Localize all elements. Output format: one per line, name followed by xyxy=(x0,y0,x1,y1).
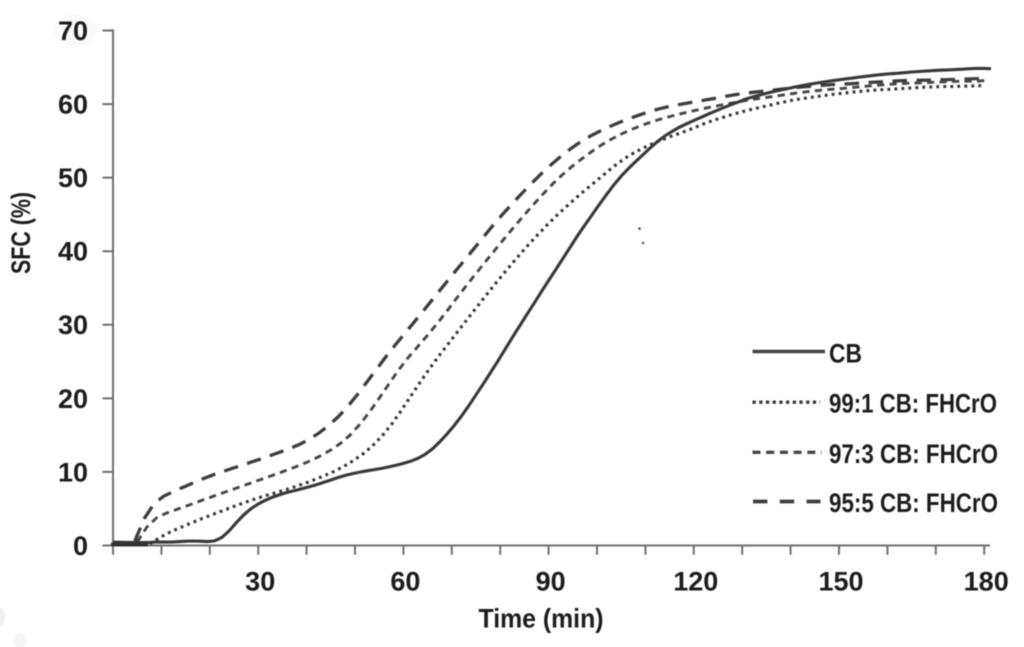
svg-text:30: 30 xyxy=(58,310,88,340)
svg-text:Time (min): Time (min) xyxy=(479,604,604,634)
svg-text:70: 70 xyxy=(58,16,88,46)
svg-text:40: 40 xyxy=(58,237,88,267)
svg-text:10: 10 xyxy=(58,457,88,487)
svg-text:CB: CB xyxy=(829,338,862,368)
svg-text:30: 30 xyxy=(245,567,275,597)
svg-text:60: 60 xyxy=(58,90,88,120)
svg-text:20: 20 xyxy=(58,384,88,414)
svg-text:150: 150 xyxy=(818,567,863,597)
svg-text:120: 120 xyxy=(673,567,718,597)
svg-text:99:1 CB: FHCrO: 99:1 CB: FHCrO xyxy=(829,389,997,419)
svg-text:95:5 CB: FHCrO: 95:5 CB: FHCrO xyxy=(829,488,998,518)
svg-text:90: 90 xyxy=(536,567,566,597)
svg-text:0: 0 xyxy=(73,531,88,561)
svg-text:97:3 CB: FHCrO: 97:3 CB: FHCrO xyxy=(829,439,998,469)
svg-text:180: 180 xyxy=(964,567,1009,597)
svg-text:50: 50 xyxy=(58,163,88,193)
svg-text:60: 60 xyxy=(390,567,420,597)
svg-text:SFC (%): SFC (%) xyxy=(6,192,36,274)
